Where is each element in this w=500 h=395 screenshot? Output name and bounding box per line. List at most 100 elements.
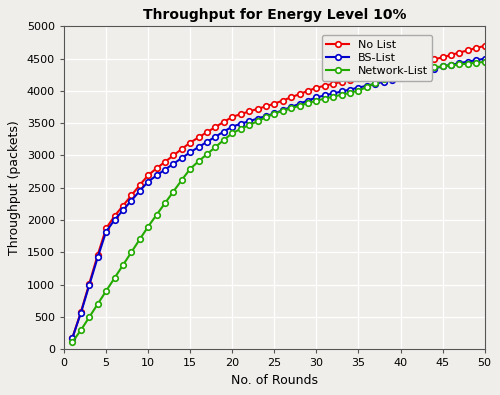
No List bbox=[272, 101, 278, 106]
BS-List bbox=[314, 95, 320, 100]
No List bbox=[263, 104, 269, 109]
No List bbox=[398, 66, 404, 71]
Network-List bbox=[238, 126, 244, 131]
No List bbox=[162, 160, 168, 164]
BS-List bbox=[338, 89, 344, 94]
No List bbox=[103, 226, 109, 231]
No List bbox=[423, 59, 429, 64]
Network-List bbox=[70, 339, 75, 344]
Network-List bbox=[465, 61, 471, 66]
Network-List bbox=[314, 98, 320, 103]
No List bbox=[440, 55, 446, 60]
BS-List bbox=[364, 83, 370, 88]
Network-List bbox=[330, 94, 336, 99]
No List bbox=[78, 310, 84, 314]
Network-List bbox=[431, 65, 437, 70]
BS-List bbox=[212, 134, 218, 139]
Network-List bbox=[103, 289, 109, 293]
BS-List bbox=[372, 81, 378, 86]
BS-List bbox=[112, 218, 117, 222]
BS-List bbox=[179, 156, 185, 160]
No List bbox=[221, 119, 227, 124]
No List bbox=[204, 130, 210, 135]
X-axis label: No. of Rounds: No. of Rounds bbox=[231, 374, 318, 387]
No List bbox=[128, 193, 134, 198]
Network-List bbox=[296, 103, 302, 108]
Network-List bbox=[322, 96, 328, 101]
No List bbox=[288, 95, 294, 100]
Network-List bbox=[482, 60, 488, 64]
BS-List bbox=[296, 102, 302, 106]
BS-List bbox=[230, 124, 235, 129]
Network-List bbox=[288, 106, 294, 111]
No List bbox=[238, 112, 244, 117]
Network-List bbox=[389, 73, 395, 78]
BS-List bbox=[465, 59, 471, 64]
Network-List bbox=[305, 101, 311, 105]
BS-List bbox=[448, 62, 454, 67]
BS-List bbox=[389, 77, 395, 82]
Network-List bbox=[406, 68, 412, 73]
Network-List bbox=[112, 276, 117, 280]
Legend: No List, BS-List, Network-List: No List, BS-List, Network-List bbox=[322, 35, 432, 81]
Network-List bbox=[474, 60, 480, 65]
No List bbox=[338, 79, 344, 84]
Network-List bbox=[356, 88, 362, 93]
Network-List bbox=[448, 63, 454, 68]
Network-List bbox=[272, 111, 278, 116]
BS-List bbox=[137, 188, 143, 193]
BS-List bbox=[423, 69, 429, 73]
No List bbox=[372, 71, 378, 76]
Network-List bbox=[196, 159, 202, 164]
Network-List bbox=[338, 92, 344, 97]
Network-List bbox=[120, 263, 126, 267]
Network-List bbox=[128, 250, 134, 255]
Network-List bbox=[380, 77, 386, 82]
No List bbox=[347, 77, 353, 82]
BS-List bbox=[187, 150, 193, 154]
No List bbox=[314, 85, 320, 90]
No List bbox=[305, 88, 311, 93]
Network-List bbox=[423, 66, 429, 71]
BS-List bbox=[154, 173, 160, 178]
Line: Network-List: Network-List bbox=[70, 59, 488, 345]
Line: BS-List: BS-List bbox=[70, 56, 488, 340]
BS-List bbox=[288, 105, 294, 109]
Network-List bbox=[280, 109, 286, 113]
Network-List bbox=[221, 137, 227, 142]
BS-List bbox=[305, 98, 311, 103]
No List bbox=[414, 62, 420, 66]
Network-List bbox=[246, 123, 252, 128]
Title: Throughput for Energy Level 10%: Throughput for Energy Level 10% bbox=[142, 8, 406, 23]
Network-List bbox=[94, 302, 100, 307]
Network-List bbox=[440, 64, 446, 69]
No List bbox=[364, 73, 370, 78]
No List bbox=[246, 109, 252, 114]
Network-List bbox=[179, 178, 185, 182]
No List bbox=[230, 115, 235, 119]
No List bbox=[137, 183, 143, 188]
BS-List bbox=[380, 79, 386, 84]
Network-List bbox=[170, 189, 176, 194]
BS-List bbox=[128, 198, 134, 203]
BS-List bbox=[440, 64, 446, 69]
BS-List bbox=[272, 111, 278, 116]
Y-axis label: Throughput (packets): Throughput (packets) bbox=[8, 120, 22, 255]
BS-List bbox=[263, 114, 269, 118]
BS-List bbox=[170, 162, 176, 166]
Network-List bbox=[154, 213, 160, 217]
BS-List bbox=[254, 116, 260, 121]
BS-List bbox=[103, 229, 109, 234]
Line: No List: No List bbox=[70, 43, 488, 340]
BS-List bbox=[78, 310, 84, 315]
Network-List bbox=[212, 145, 218, 149]
No List bbox=[112, 214, 117, 218]
Network-List bbox=[78, 328, 84, 333]
No List bbox=[465, 48, 471, 53]
No List bbox=[322, 83, 328, 88]
BS-List bbox=[482, 56, 488, 61]
No List bbox=[482, 43, 488, 48]
Network-List bbox=[230, 131, 235, 135]
BS-List bbox=[145, 179, 151, 184]
No List bbox=[70, 335, 75, 340]
